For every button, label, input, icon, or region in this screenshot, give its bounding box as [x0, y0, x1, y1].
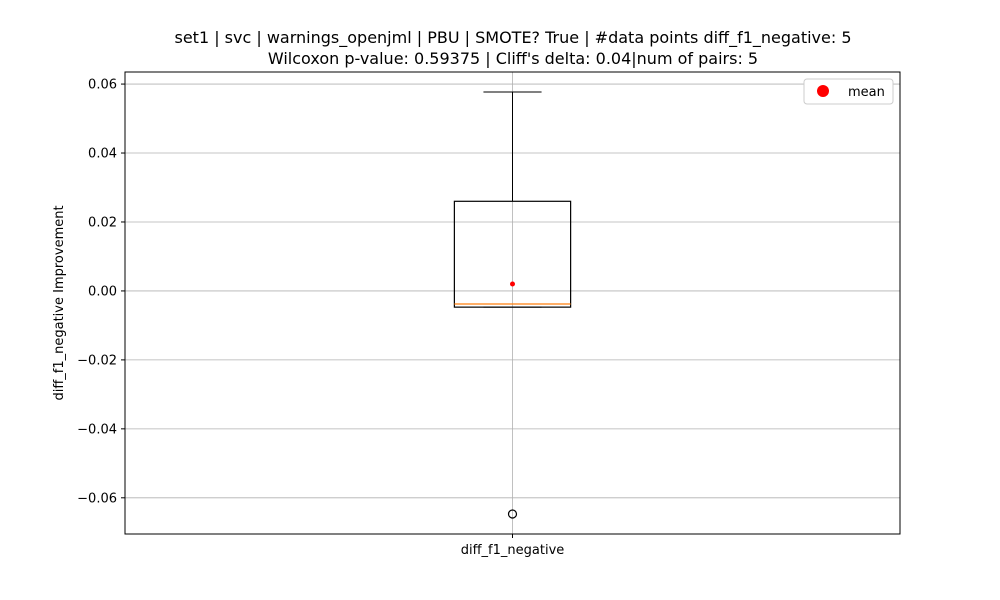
- legend: mean: [803, 78, 894, 105]
- axis-ticks: −0.06 −0.04 −0.02 0.00 0.02 0.04 0.06 diff_f1_n…: [77, 78, 564, 558]
- chart-title-line-2: Wilcoxon p-value: 0.59375 | Cliff's delt…: [268, 49, 758, 68]
- outlier-point: [507, 509, 518, 519]
- legend-mean-marker: [817, 85, 829, 97]
- y-tick-label: 0.04: [88, 147, 117, 162]
- y-tick-label: −0.02: [77, 353, 117, 368]
- box-iqr: [453, 200, 572, 308]
- legend-frame: [803, 78, 894, 105]
- y-tick-label: 0.00: [88, 284, 117, 299]
- y-tick-label: −0.06: [77, 491, 117, 506]
- legend-mean-label: mean: [848, 85, 885, 100]
- x-tick-label: diff_f1_negative: [461, 543, 565, 558]
- chart-title-line-1: set1 | svc | warnings_openjml | PBU | SM…: [174, 28, 851, 48]
- box-plot-marks: [453, 91, 572, 519]
- mean-marker: [510, 281, 515, 287]
- y-tick-label: −0.04: [77, 422, 117, 437]
- y-axis-label: diff_f1_negative Improvement: [52, 205, 67, 400]
- y-tick-label: 0.02: [88, 215, 117, 230]
- y-tick-label: 0.06: [88, 78, 117, 93]
